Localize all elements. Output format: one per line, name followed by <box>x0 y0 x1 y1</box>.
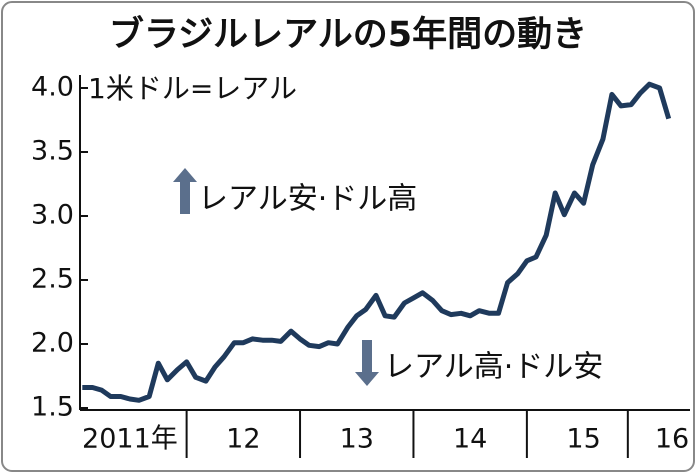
x-tick-label: 12 <box>226 424 260 455</box>
y-tick-label: 2.0 <box>31 328 74 359</box>
line-series <box>82 81 672 403</box>
y-tick-label: 1.5 <box>31 392 74 423</box>
annotation: レアル高·ドル安 <box>384 350 603 385</box>
x-tick-label: 15 <box>566 424 600 455</box>
up-arrow <box>173 168 197 214</box>
annotation: レアル安·ドル高 <box>198 182 417 217</box>
chart-title: ブラジルレアルの5年間の動き <box>109 14 587 55</box>
y-tick-label: 3.5 <box>31 136 74 167</box>
y-tick-label: 4.0 <box>31 72 74 103</box>
y-tick-label: 2.5 <box>31 264 74 295</box>
y-tick-label: 3.0 <box>31 200 74 231</box>
x-tick-label: 2011年 <box>82 424 178 455</box>
x-tick-label: 14 <box>453 424 487 455</box>
x-tick-label: 13 <box>340 424 374 455</box>
x-tick-label: 16 <box>655 424 689 455</box>
unit-label: 1米ドル=レアル <box>88 72 297 105</box>
down-arrow <box>355 340 379 386</box>
